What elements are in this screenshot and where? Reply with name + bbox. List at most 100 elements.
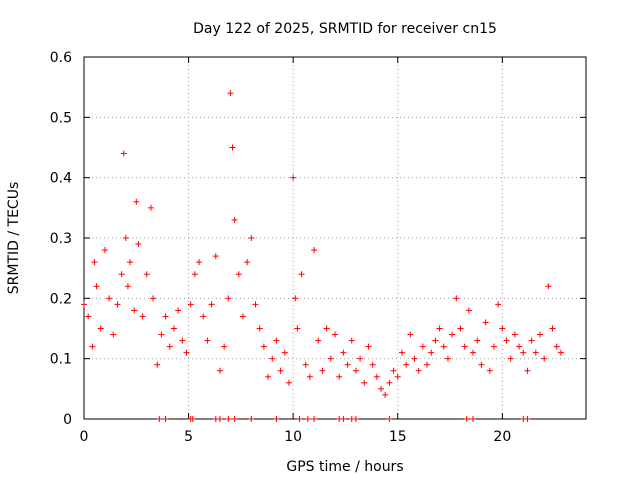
- data-point: [457, 325, 464, 332]
- data-point: [204, 337, 211, 344]
- data-point: [365, 343, 372, 350]
- data-point: [106, 295, 113, 302]
- data-point: [296, 416, 303, 422]
- data-point: [235, 271, 242, 278]
- data-point: [225, 295, 232, 302]
- data-point: [463, 416, 470, 422]
- data-point: [208, 301, 215, 308]
- data-point: [93, 283, 100, 290]
- data-point: [449, 331, 456, 338]
- data-point: [348, 337, 355, 344]
- axis-ticks: [83, 56, 586, 420]
- data-point: [147, 204, 154, 211]
- x-tick-label: 20: [493, 429, 511, 445]
- data-point: [273, 337, 280, 344]
- data-point: [465, 307, 472, 314]
- data-point: [557, 349, 564, 356]
- data-point: [269, 355, 276, 362]
- data-point: [175, 307, 182, 314]
- data-point: [101, 247, 108, 254]
- data-point: [221, 343, 228, 350]
- data-point: [183, 349, 190, 356]
- data-point: [135, 241, 142, 248]
- data-point: [166, 343, 173, 350]
- data-point: [179, 337, 186, 344]
- data-point: [495, 301, 502, 308]
- data-point: [470, 349, 477, 356]
- data-point: [499, 325, 506, 332]
- data-point: [122, 235, 129, 241]
- data-point: [524, 416, 531, 422]
- data-point: [225, 416, 232, 422]
- data-point: [436, 325, 443, 332]
- data-point: [248, 235, 255, 241]
- data-point: [311, 247, 318, 254]
- data-point: [407, 331, 414, 338]
- data-point: [304, 416, 311, 422]
- data-point: [200, 313, 207, 320]
- data-point: [285, 379, 292, 386]
- data-point: [187, 301, 194, 308]
- data-point: [311, 416, 318, 422]
- data-point: [340, 349, 347, 356]
- data-point: [256, 325, 263, 332]
- data-point: [520, 349, 527, 356]
- data-point: [260, 343, 267, 350]
- data-point: [382, 391, 389, 398]
- data-point: [340, 416, 347, 422]
- data-points: [81, 90, 564, 422]
- data-point: [440, 343, 447, 350]
- y-tick-label: 0.5: [50, 110, 72, 126]
- data-point: [216, 416, 223, 422]
- y-tick-label: 0: [63, 412, 72, 428]
- data-point: [156, 416, 163, 422]
- data-point: [352, 367, 359, 374]
- x-tick-labels: 0 5 10 15 20: [80, 429, 512, 445]
- x-axis-label: GPS time / hours: [286, 459, 403, 475]
- data-point: [131, 307, 138, 314]
- data-point: [244, 259, 251, 266]
- data-point: [532, 349, 539, 356]
- data-point: [292, 295, 299, 302]
- data-point: [536, 331, 543, 338]
- data-point: [139, 313, 146, 320]
- y-tick-label: 0.1: [50, 352, 72, 368]
- data-point: [386, 379, 393, 386]
- data-point: [411, 355, 418, 362]
- data-point: [265, 373, 272, 380]
- y-tick-label: 0.4: [50, 171, 72, 187]
- data-point: [91, 259, 98, 266]
- data-point: [189, 416, 196, 422]
- data-point: [154, 361, 161, 368]
- grid: [84, 57, 586, 419]
- data-point: [231, 216, 238, 223]
- data-point: [516, 343, 523, 350]
- data-point: [486, 367, 493, 374]
- data-point: [336, 373, 343, 380]
- y-tick-labels: 0 0.1 0.2 0.3 0.4 0.5 0.6: [50, 50, 72, 428]
- data-point: [357, 355, 364, 362]
- data-point: [196, 259, 203, 266]
- data-point: [227, 90, 234, 97]
- x-tick-label: 10: [284, 429, 302, 445]
- data-point: [248, 416, 255, 422]
- data-point: [120, 150, 127, 157]
- data-point: [162, 313, 169, 320]
- data-point: [528, 337, 535, 344]
- data-point: [453, 295, 460, 302]
- data-point: [133, 198, 140, 205]
- data-point: [490, 343, 497, 350]
- data-point: [323, 325, 330, 332]
- data-point: [158, 331, 165, 338]
- data-point: [428, 349, 435, 356]
- data-point: [474, 337, 481, 344]
- data-point: [110, 331, 117, 338]
- data-point: [118, 271, 125, 278]
- data-point: [290, 174, 297, 181]
- data-point: [315, 337, 322, 344]
- data-point: [545, 283, 552, 290]
- data-point: [231, 416, 238, 422]
- data-point: [302, 361, 309, 368]
- data-point: [394, 373, 401, 380]
